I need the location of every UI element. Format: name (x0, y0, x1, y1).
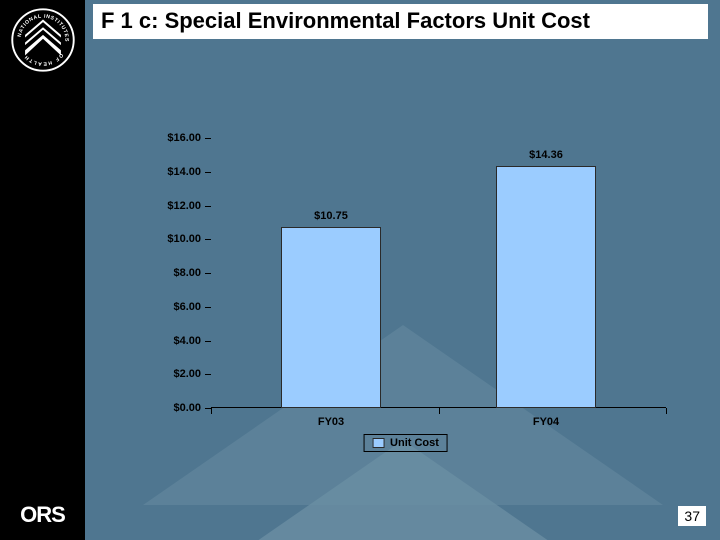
bar: $10.75 (281, 227, 381, 408)
plot-area: $0.00$2.00$4.00$6.00$8.00$10.00$12.00$14… (211, 138, 666, 408)
bar: $14.36 (496, 166, 596, 408)
sidebar: NATIONAL INSTITUTES OF HEALTH ORS (0, 0, 85, 540)
x-tick (666, 408, 667, 414)
slide-body: F 1 c: Special Environmental Factors Uni… (85, 0, 720, 540)
y-axis-label: $10.00 (167, 233, 211, 245)
y-axis-label: $14.00 (167, 166, 211, 178)
ors-logo: ORS (20, 502, 65, 528)
legend-swatch-icon (372, 438, 384, 448)
y-axis-label: $0.00 (173, 402, 211, 414)
x-tick (211, 408, 212, 414)
bar-value-label: $10.75 (314, 210, 348, 222)
y-axis-label: $6.00 (173, 301, 211, 313)
y-axis-label: $12.00 (167, 200, 211, 212)
svg-text:OF HEALTH: OF HEALTH (23, 52, 64, 67)
page-number: 37 (678, 506, 706, 526)
bar-value-label: $14.36 (529, 149, 563, 161)
slide-title: F 1 c: Special Environmental Factors Uni… (93, 4, 708, 39)
y-axis-label: $4.00 (173, 335, 211, 347)
y-axis-label: $16.00 (167, 132, 211, 144)
nih-logo-icon: NATIONAL INSTITUTES OF HEALTH (11, 8, 75, 72)
x-axis-label: FY04 (533, 416, 559, 428)
y-axis-label: $8.00 (173, 267, 211, 279)
legend-label: Unit Cost (390, 437, 439, 449)
unit-cost-chart: $0.00 $2.00 $4.00 $6.00 $8.00 $10.00 $12.00 $14… (133, 110, 678, 480)
x-tick (439, 408, 440, 414)
chart-legend: Unit Cost (363, 434, 448, 452)
x-axis-label: FY03 (318, 416, 344, 428)
y-axis-label: $2.00 (173, 368, 211, 380)
